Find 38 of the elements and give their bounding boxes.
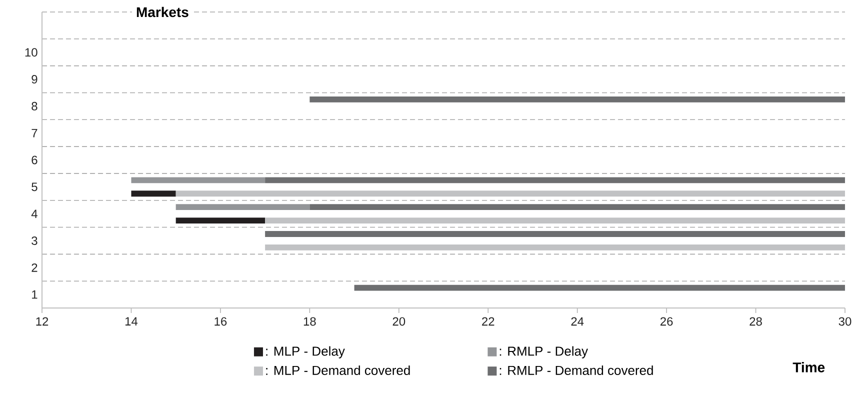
bar (265, 231, 846, 237)
bar (131, 177, 266, 184)
y-tick-label: 7 (32, 128, 38, 138)
bar (265, 218, 846, 224)
x-tick-label: 24 (571, 317, 584, 326)
legend-label: : RMLP - Delay (500, 346, 588, 358)
bar (310, 96, 846, 102)
bar (265, 177, 846, 184)
x-tick-label: 20 (392, 317, 406, 326)
bar (354, 284, 846, 291)
y-tick-label: 4 (31, 210, 38, 218)
legend-label: : MLP - Demand covered (266, 365, 410, 376)
bar (131, 190, 176, 197)
x-tick-label: 22 (482, 317, 494, 326)
bar (310, 204, 846, 210)
y-tick-label: 5 (32, 182, 38, 192)
y-tick-label: 10 (25, 48, 38, 57)
y-tick-label: 2 (32, 263, 38, 272)
y-tick-label: 8 (32, 102, 38, 110)
x-tick-label: 30 (838, 317, 852, 326)
x-tick-label: 12 (36, 317, 48, 326)
x-tick-label: 16 (214, 317, 227, 326)
bar (176, 218, 266, 224)
y-tick-label: 3 (32, 236, 38, 245)
bar (265, 244, 846, 250)
x-tick-label: 26 (660, 317, 673, 326)
y-tick-label: 9 (32, 75, 38, 84)
legend-label: : RMLP - Demand covered (500, 365, 653, 376)
bar (176, 190, 846, 197)
y-axis-title: Markets (136, 6, 188, 18)
x-tick-label: 18 (304, 317, 316, 326)
x-tick-label: 14 (125, 317, 138, 326)
legend-label: : MLP - Delay (266, 346, 345, 358)
y-tick-label: 1 (32, 290, 38, 299)
x-tick-label: 28 (750, 317, 762, 326)
x-axis-title: Time (792, 362, 825, 372)
bar (176, 204, 310, 210)
y-tick-label: 6 (32, 156, 38, 164)
